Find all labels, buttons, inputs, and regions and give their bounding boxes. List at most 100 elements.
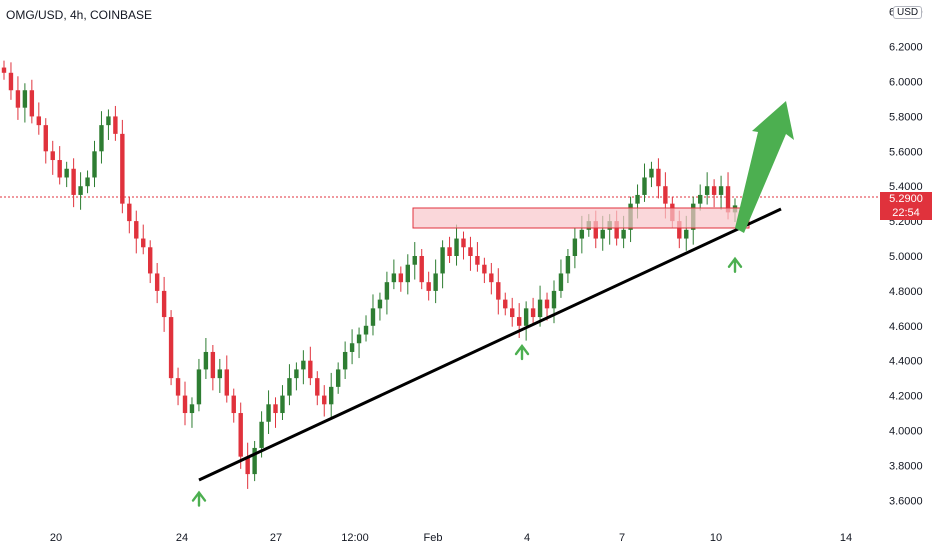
candle-body bbox=[558, 273, 564, 291]
bar-countdown: 22:54 bbox=[892, 207, 920, 219]
last-price: 5.2900 bbox=[889, 193, 923, 205]
x-axis: 20 24 27 12:00 Feb 4 7 10 14 bbox=[50, 532, 852, 544]
candle-body bbox=[85, 177, 90, 187]
candle-body bbox=[663, 186, 668, 204]
candle-body bbox=[447, 247, 452, 256]
candle-body bbox=[113, 116, 118, 134]
candle-body bbox=[168, 317, 174, 379]
candle-body bbox=[329, 386, 334, 405]
candle-body bbox=[210, 351, 216, 379]
y-tick-label: 3.6000 bbox=[889, 495, 923, 507]
candle-body bbox=[704, 186, 710, 195]
markers bbox=[191, 256, 743, 507]
resistance-zone bbox=[412, 207, 750, 229]
y-tick-label: 5.0000 bbox=[889, 251, 923, 263]
candle-body bbox=[475, 256, 480, 265]
y-tick-label: 4.4000 bbox=[889, 356, 923, 368]
candle-body bbox=[15, 90, 21, 108]
candle-body bbox=[29, 90, 35, 117]
symbol-title: OMG/USD, 4h, COINBASE bbox=[6, 8, 153, 22]
candle-body bbox=[593, 221, 598, 239]
candle-body bbox=[537, 299, 543, 318]
candle-body bbox=[301, 360, 306, 370]
candle-body bbox=[196, 369, 202, 405]
candle-body bbox=[252, 447, 257, 475]
candle-body bbox=[530, 308, 536, 318]
candle-body bbox=[238, 413, 243, 457]
candle-body bbox=[412, 256, 417, 265]
candle-body bbox=[725, 186, 731, 213]
candle-body bbox=[335, 369, 341, 387]
y-tick-label: 5.8000 bbox=[889, 111, 923, 123]
y-tick-label: 4.8000 bbox=[889, 286, 923, 298]
x-tick-label: 14 bbox=[840, 532, 852, 544]
candle-body bbox=[718, 186, 724, 195]
y-tick-label: 6.0000 bbox=[889, 77, 923, 89]
candle-body bbox=[370, 308, 376, 326]
candle-body bbox=[57, 160, 62, 178]
candle-body bbox=[677, 221, 682, 239]
x-tick-label: Feb bbox=[424, 532, 443, 544]
candle-body bbox=[565, 256, 571, 274]
candle-body bbox=[231, 395, 236, 414]
candle-body bbox=[349, 343, 355, 352]
y-tick-label: 3.8000 bbox=[889, 460, 923, 472]
y-tick-label: 5.4000 bbox=[889, 181, 923, 193]
candle-body bbox=[377, 299, 383, 309]
candle-body bbox=[36, 116, 42, 126]
y-tick-label: 6.2000 bbox=[889, 42, 923, 54]
candle-body bbox=[217, 369, 223, 379]
x-tick-label: 27 bbox=[270, 532, 282, 544]
last-price-tag: 5.2900 22:54 bbox=[880, 192, 932, 220]
candle-body bbox=[43, 125, 48, 152]
y-tick-label: 5.6000 bbox=[889, 146, 923, 158]
candle-body bbox=[440, 247, 445, 274]
candle-body bbox=[203, 351, 209, 370]
candle-body bbox=[92, 151, 97, 178]
x-tick-label: 24 bbox=[176, 532, 188, 544]
candle-body bbox=[141, 238, 146, 248]
candle-body bbox=[78, 186, 83, 195]
x-tick-label: 4 bbox=[524, 532, 530, 544]
candle-body bbox=[308, 360, 313, 379]
candle-body bbox=[398, 273, 404, 283]
candle-body bbox=[572, 238, 578, 256]
candles bbox=[1, 60, 738, 489]
candle-body bbox=[384, 282, 390, 300]
candle-body bbox=[266, 404, 271, 422]
candle-body bbox=[315, 378, 320, 396]
candle-body bbox=[635, 194, 640, 204]
candle-body bbox=[510, 308, 515, 318]
candle-body bbox=[551, 290, 557, 309]
candle-body bbox=[363, 325, 369, 335]
candle-body bbox=[523, 308, 529, 326]
candle-body bbox=[175, 378, 181, 396]
candle-body bbox=[322, 395, 327, 405]
currency-badge[interactable]: USD bbox=[893, 6, 923, 19]
candle-body bbox=[8, 72, 14, 91]
x-tick-label: 7 bbox=[619, 532, 625, 544]
up-marker-icon bbox=[191, 490, 207, 507]
candle-body bbox=[579, 229, 585, 239]
candle-body bbox=[684, 229, 689, 239]
candle-body bbox=[544, 299, 550, 309]
candle-body bbox=[454, 238, 459, 256]
candle-body bbox=[342, 351, 348, 370]
y-tick-label: 4.2000 bbox=[889, 391, 923, 403]
candle-body bbox=[182, 395, 188, 414]
candle-body bbox=[614, 221, 619, 239]
candle-body bbox=[259, 421, 264, 448]
candle-body bbox=[516, 317, 522, 326]
candle-body bbox=[50, 151, 55, 161]
candle-body bbox=[127, 203, 132, 222]
up-marker-icon bbox=[514, 344, 530, 361]
candle-body bbox=[426, 282, 431, 291]
candle-body bbox=[134, 221, 139, 239]
x-tick-label: 12:00 bbox=[341, 532, 369, 544]
candle-body bbox=[405, 264, 410, 283]
candle-body bbox=[148, 247, 153, 274]
candle-body bbox=[482, 264, 487, 274]
candle-body bbox=[71, 168, 76, 195]
x-tick-label: 20 bbox=[50, 532, 62, 544]
